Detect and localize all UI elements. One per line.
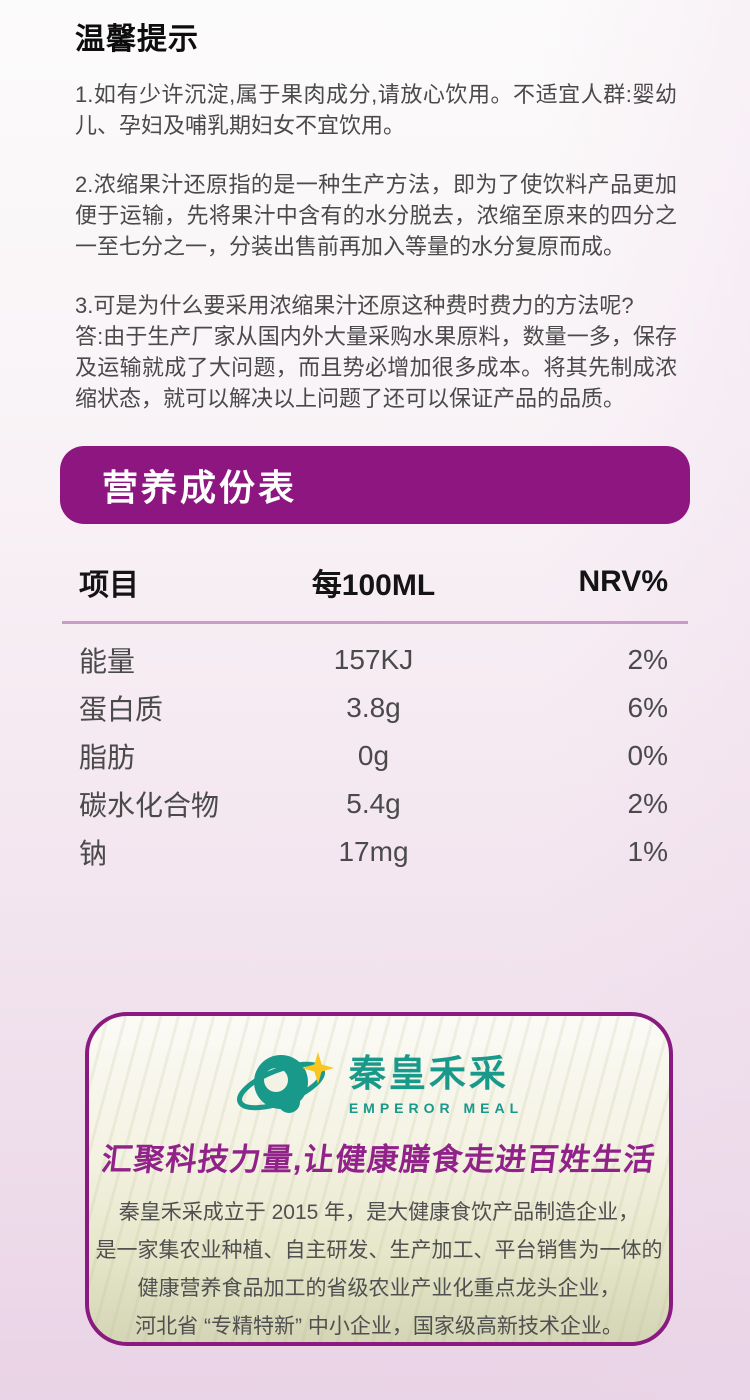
column-header-item: 项目 [79, 569, 139, 602]
nutrition-item-value: 17mg [338, 836, 409, 867]
nutrition-banner: 营养成份表 [60, 446, 690, 524]
nutrition-item-name: 钠 [79, 838, 108, 869]
tips-paragraph: 2.浓缩果汁还原指的是一种生产方法，即为了使饮料产品更加便于运输，先将果汁中含有… [75, 172, 677, 259]
nutrition-item-nrv: 2% [627, 644, 668, 675]
company-description-line: 是一家集农业种植、自主研发、生产加工、平台销售为一体的 [95, 1239, 663, 1262]
nutrition-item-nrv: 0% [627, 740, 668, 771]
planet-orbit-logo-icon [236, 1052, 334, 1113]
tips-paragraphs: 1.如有少许沉淀,属于果肉成分,请放心饮用。不适宜人群:婴幼儿、孕妇及哺乳期妇女… [75, 79, 677, 414]
nutrition-item-nrv: 6% [627, 692, 668, 723]
nutrition-row: 脂肪 0g 0% [62, 732, 688, 780]
nutrition-item-value: 3.8g [346, 692, 401, 723]
company-logo: 秦皇禾采 EMPEROR MEAL [89, 1042, 669, 1128]
column-header-nrv: NRV% [578, 565, 668, 598]
star-icon [301, 1052, 334, 1084]
nutrition-item-value: 157KJ [333, 644, 414, 675]
nutrition-item-name: 脂肪 [79, 742, 136, 773]
nutrition-item-name: 蛋白质 [79, 694, 164, 725]
nutrition-row: 蛋白质 3.8g 6% [62, 684, 688, 732]
company-description-line: 健康营养食品加工的省级农业产业化重点龙头企业， [137, 1277, 621, 1300]
nutrition-table-header: 项目 每100ML NRV% [62, 560, 688, 602]
nutrition-item-value: 0g [357, 740, 390, 771]
nutrition-table: 项目 每100ML NRV% 能量 157KJ 2% 蛋白质 3.8g 6% 脂肪 0g 0% 碳… [62, 560, 688, 876]
tips-paragraph: 1.如有少许沉淀,属于果肉成分,请放心饮用。不适宜人群:婴幼儿、孕妇及哺乳期妇女… [75, 82, 677, 138]
nutrition-item-value: 5.4g [346, 788, 401, 819]
table-divider [62, 621, 688, 624]
logo-text-en: EMPEROR MEAL [348, 1100, 524, 1117]
tips-title: 温馨提示 [75, 23, 199, 56]
nutrition-item-name: 碳水化合物 [79, 790, 220, 821]
nutrition-banner-title: 营养成份表 [102, 467, 298, 508]
nutrition-row: 能量 157KJ 2% [62, 636, 688, 684]
company-description-line: 河北省 “专精特新” 中小企业，国家级高新技术企业。 [135, 1315, 623, 1338]
nutrition-item-name: 能量 [79, 646, 136, 677]
column-header-per100ml: 每100ML [311, 569, 436, 602]
nutrition-row: 碳水化合物 5.4g 2% [62, 780, 688, 828]
nutrition-row: 钠 17mg 1% [62, 828, 688, 876]
tips-section: 温馨提示 1.如有少许沉淀,属于果肉成分,请放心饮用。不适宜人群:婴幼儿、孕妇及… [75, 14, 677, 414]
nutrition-item-nrv: 1% [627, 836, 668, 867]
nutrition-item-nrv: 2% [627, 788, 668, 819]
company-card: 秦皇禾采 EMPEROR MEAL 汇聚科技力量,让健康膳食走进百姓生活 秦皇禾… [85, 1012, 673, 1346]
tips-paragraph: 3.可是为什么要采用浓缩果汁还原这种费时费力的方法呢? 答:由于生产厂家从国内外… [75, 293, 677, 411]
nutrition-table-rows: 能量 157KJ 2% 蛋白质 3.8g 6% 脂肪 0g 0% 碳水化合物 5.4g 2% 钠 17mg… [62, 636, 688, 876]
company-description-line: 秦皇禾采成立于 2015 年，是大健康食饮产品制造企业， [118, 1201, 640, 1224]
logo-text-cn: 秦皇禾采 [348, 1052, 509, 1094]
company-slogan: 汇聚科技力量,让健康膳食走进百姓生活 [99, 1142, 658, 1177]
company-description: 秦皇禾采成立于 2015 年，是大健康食饮产品制造企业， 是一家集农业种植、自主研… [89, 1194, 669, 1342]
